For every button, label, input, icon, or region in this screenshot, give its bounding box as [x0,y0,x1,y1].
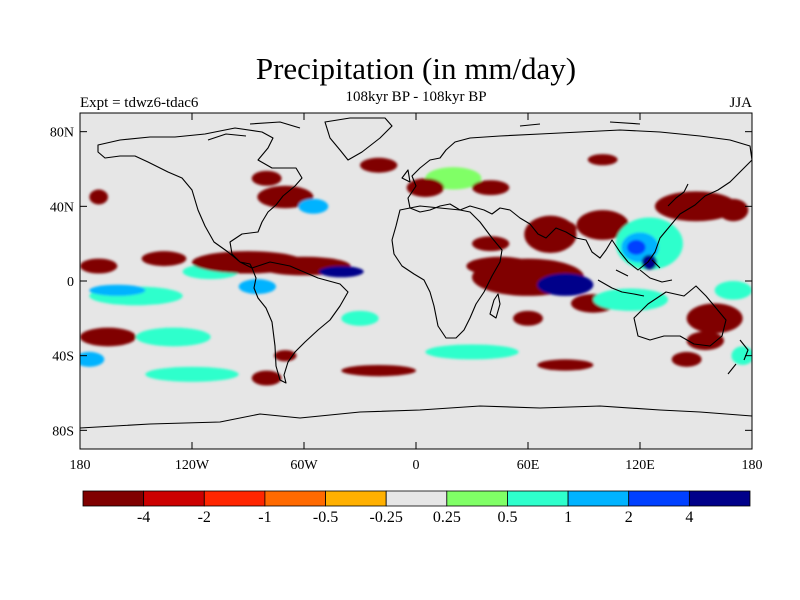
precip-contour-16 [472,180,510,196]
precip-contour-12 [136,327,211,347]
precip-contour-13 [257,185,314,209]
x-tick-label-1: 120W [175,458,210,473]
coast-indonesia [597,259,673,297]
precip-contour-32 [238,279,276,295]
precip-contour-21 [513,310,543,326]
precip-contour-44 [671,351,702,367]
precip-contour-43 [718,198,749,222]
colorbar-swatch-1 [143,490,205,507]
precip-contour-23 [714,281,752,300]
precip-contour-35 [298,198,329,214]
x-tick-label-5: 120E [625,458,655,473]
colorbar-label-0: -4 [137,509,150,526]
coast-south-america [251,261,349,384]
figure-subtitle: 108kyr BP - 108kyr BP [345,89,487,105]
precip-contour-18 [425,344,519,360]
colorbar-swatch-4 [325,490,387,507]
coast-uk [401,169,411,183]
colorbar-swatch-9 [628,490,690,507]
colorbar-label-6: 0.5 [497,509,517,526]
figure-title: Precipitation (in mm/day) [255,51,577,86]
colorbar-swatch-8 [567,490,630,507]
y-tick-label-4: 80S [52,424,74,439]
precip-contour-14 [89,189,108,205]
precip-contour-7 [731,346,752,365]
precip-contour-5 [593,288,669,311]
precip-contour-22 [145,366,239,382]
colorbar-swatch-0 [82,490,145,507]
precip-contour-11 [80,327,136,347]
precip-contour-46 [537,273,594,296]
coast-eurasia [407,129,752,271]
colorbar-label-4: -0.25 [370,509,403,526]
colorbar-label-3: -0.5 [313,509,338,526]
colorbar-swatch-6 [446,490,508,507]
precip-contour-20 [341,310,379,326]
precip-contour-37 [274,350,297,362]
colorbar: -4 -2 -1 -0.5 -0.25 0.25 0.5 1 2 4 [82,490,751,526]
precip-contour-2 [576,210,629,240]
colorbar-label-5: 0.25 [433,509,461,526]
map-axes: 80N 40N 0 40S 80S 180 120W 60W 0 60E 120E 180 [50,113,763,473]
precip-contour-33 [89,284,146,296]
coast-antarctica [80,405,752,429]
x-tick-label-0: 180 [70,458,91,473]
coastlines [80,117,752,429]
x-tick-label-2: 60W [290,458,318,473]
coast-north-america [97,127,303,269]
x-tick-label-6: 180 [742,458,763,473]
colorbar-swatch-2 [203,490,266,507]
x-tick-label-3: 0 [413,458,420,473]
map-background [80,113,752,449]
precip-contour-48 [318,266,364,278]
precip-contour-24 [360,157,398,173]
precip-contour-36 [251,170,282,186]
coast-australia [633,285,727,347]
season-label: JJA [729,95,752,111]
coast-arctic-islands [207,121,641,141]
coast-new-zealand [727,339,749,375]
colorbar-swatch-10 [688,490,751,507]
coast-africa [391,205,503,339]
precip-contour-8 [141,251,187,267]
precip-contour-15 [406,178,445,198]
colorbar-swatch-5 [385,490,448,507]
y-tick-label-3: 40S [52,350,74,365]
coast-greenland [324,117,393,161]
colorbar-label-2: -1 [258,509,271,526]
coast-japan [667,183,689,207]
precip-contour-38 [251,370,282,386]
precip-contour-29 [686,303,743,334]
y-tick-label-1: 40N [50,200,74,215]
x-tick-label-4: 60E [517,458,540,473]
precip-contour-25 [587,154,618,166]
precip-contour-19 [537,359,594,371]
colorbar-label-9: 4 [685,509,693,526]
colorbar-swatch-7 [507,490,569,507]
precip-contour-41 [554,221,577,237]
colorbar-label-7: 1 [564,509,572,526]
precip-contour-39 [472,236,510,252]
precip-contour-47 [641,254,657,270]
precip-contour-17 [341,365,416,377]
colorbar-label-8: 2 [625,509,633,526]
precip-contour-6 [686,331,724,351]
colorbar-swatch-3 [264,490,326,507]
precip-contour-42 [626,239,646,255]
precip-contour-34 [80,351,105,367]
y-tick-label-2: 0 [67,275,74,290]
colorbar-label-1: -2 [198,509,211,526]
precip-contour-31 [80,258,118,274]
y-tick-label-0: 80N [50,126,74,141]
coast-madagascar [489,293,501,319]
experiment-label: Expt = tdwz6-tdac6 [80,95,199,111]
